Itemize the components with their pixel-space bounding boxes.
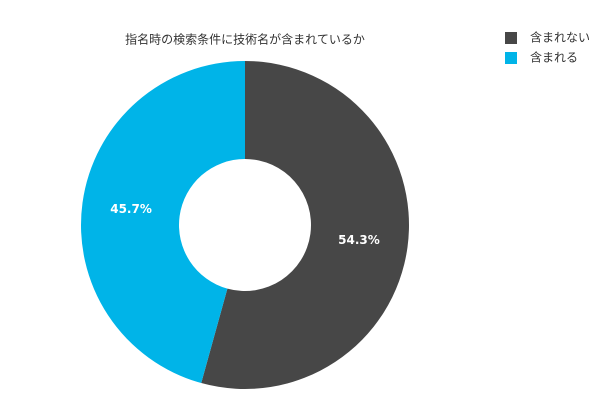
data-label: 45.7% (110, 202, 152, 216)
pie-slice (201, 61, 410, 390)
chart-title: 指名時の検索条件に技術名が含まれているか (125, 32, 365, 47)
legend-swatch (505, 32, 517, 44)
data-label: 54.3% (338, 233, 380, 247)
legend-swatch (505, 52, 517, 64)
pie-slice (81, 61, 245, 384)
legend-label: 含まれる (530, 50, 578, 65)
legend-label: 含まれない (530, 30, 590, 45)
